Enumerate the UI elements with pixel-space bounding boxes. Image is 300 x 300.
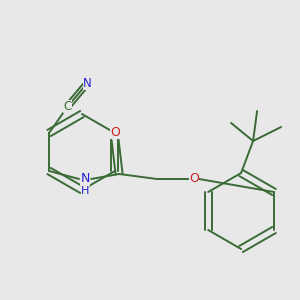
Text: C: C xyxy=(63,100,72,113)
Text: N: N xyxy=(83,77,92,90)
Text: O: O xyxy=(110,125,120,139)
Text: H: H xyxy=(81,186,89,196)
Text: O: O xyxy=(189,172,199,184)
Text: N: N xyxy=(80,172,90,185)
